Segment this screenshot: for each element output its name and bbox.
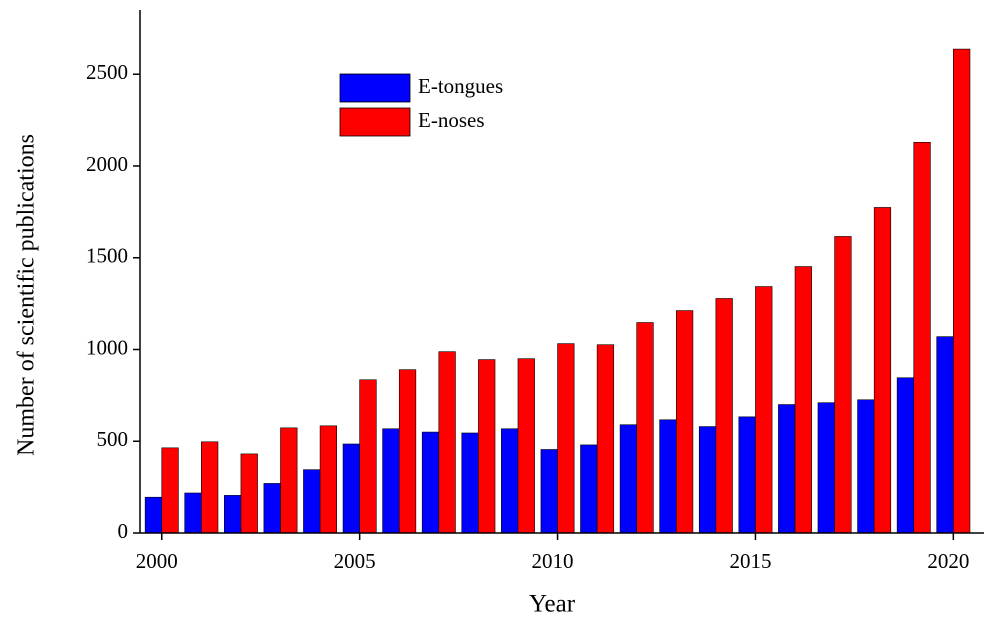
bar [184,492,202,534]
y-tick-label: 0 [118,519,129,543]
bar [517,358,535,534]
bar [398,369,417,534]
bar [675,310,694,534]
bar [240,453,258,534]
bar [382,428,400,534]
bar [738,416,756,534]
bar [953,48,971,534]
bar [438,351,456,534]
y-tick-label: 500 [97,427,129,451]
bar [280,427,298,534]
bar [421,431,440,534]
bar [636,322,654,534]
x-tick-label: 2000 [136,549,178,573]
bar [342,443,360,534]
y-axis-label: Number of scientific publications [14,134,40,456]
bar [715,298,733,534]
x-tick-label: 2010 [532,549,574,573]
bar [540,449,558,534]
bar [896,377,915,534]
bar [263,483,281,534]
bar [834,236,852,534]
x-tick-label: 2020 [927,549,969,573]
bar [461,432,479,534]
bar [873,207,892,534]
bar [580,444,598,534]
bar [659,419,677,534]
y-tick-label: 1500 [86,244,128,268]
bar [857,399,875,534]
legend-swatch [339,107,411,137]
bar [478,359,496,534]
legend-swatch [339,73,411,103]
bar [201,441,219,534]
y-tick-label: 1000 [86,335,128,359]
bar [224,495,242,534]
bar [303,469,321,534]
bar [144,496,163,534]
bar [817,402,835,534]
bar [913,142,931,534]
bar [557,343,575,534]
y-tick-label: 2500 [86,60,128,84]
legend-label: E-tongues [418,74,503,98]
bar [698,426,717,534]
bar [161,447,179,534]
legend-label: E-noses [418,108,485,132]
bar [778,404,796,534]
bar [755,286,773,534]
y-tick-label: 2000 [86,152,128,176]
bar [794,266,812,534]
x-axis-label: Year [529,591,576,618]
x-tick-label: 2005 [334,549,376,573]
bar [596,344,615,534]
bar [936,336,954,534]
bar [359,379,377,534]
x-tick-label: 2015 [729,549,771,573]
bar [501,428,519,534]
bar [619,424,638,534]
bar [319,425,338,534]
